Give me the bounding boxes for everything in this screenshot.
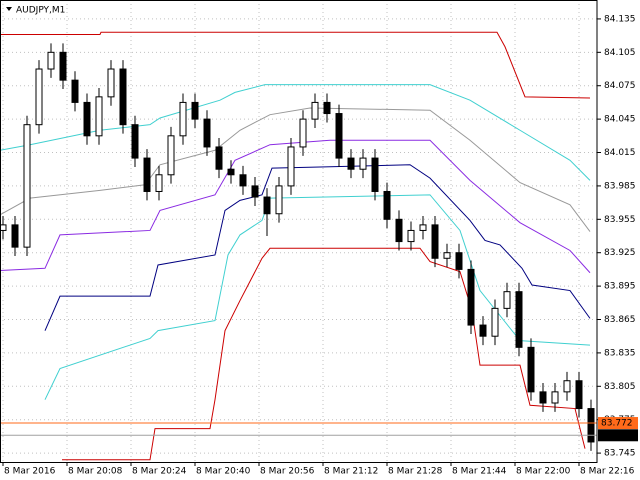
x-tick-label: 8 Mar 2016 [4, 467, 56, 477]
candle-body [107, 68, 115, 98]
candle-body [131, 124, 139, 159]
candle-body [0, 224, 7, 231]
y-tick-label: 83.805 [604, 382, 636, 392]
title-marker [6, 7, 12, 11]
grid-layer [0, 0, 597, 462]
candle-body [119, 68, 127, 126]
candle-body [299, 118, 307, 148]
candle-body [539, 391, 547, 404]
candle-body [395, 218, 403, 243]
y-tick-label: 84.135 [604, 14, 636, 24]
chart-title: AUDJPY,M1 [16, 6, 65, 16]
candle-body [23, 124, 31, 248]
indicator-line [44, 194, 591, 400]
marks-layer [0, 31, 597, 461]
candle-body [203, 118, 211, 148]
price-label-box [598, 429, 638, 442]
x-tick-label: 8 Mar 21:12 [324, 467, 378, 477]
price-label: 83.772 [601, 419, 633, 429]
candle-body [407, 229, 415, 243]
candle-body [47, 51, 55, 70]
y-tick-label: 84.075 [604, 81, 636, 91]
candle-body [371, 157, 379, 192]
candle-body [95, 96, 103, 137]
candle-body [59, 51, 67, 81]
x-tick-label: 8 Mar 22:16 [580, 467, 635, 477]
candle-body [431, 224, 439, 259]
candle-body [323, 101, 331, 115]
candle-body [275, 185, 283, 215]
y-tick-label: 84.015 [604, 148, 636, 158]
y-tick-label: 83.955 [604, 215, 636, 225]
candle-body [155, 174, 163, 192]
candle-body [287, 146, 295, 187]
candle-body [263, 196, 271, 215]
y-tick-label: 84.045 [604, 115, 636, 125]
candle-body [383, 190, 391, 220]
candle-body [335, 113, 343, 159]
candle-body [71, 79, 79, 103]
candle-body [467, 268, 475, 326]
candle-body [587, 408, 595, 443]
candle-body [419, 224, 427, 231]
candle-body [359, 157, 367, 170]
y-tick-label: 84.105 [604, 48, 636, 58]
candle-body [83, 101, 91, 137]
x-tick-label: 8 Mar 21:28 [388, 467, 443, 477]
candle-body [527, 346, 535, 393]
candle-body [35, 68, 43, 126]
candle-body [515, 291, 523, 348]
candle-body [575, 380, 583, 410]
candle-body [491, 307, 499, 337]
x-tick-label: 8 Mar 20:56 [260, 467, 315, 477]
candle-body [239, 174, 247, 187]
candle-body [227, 168, 235, 176]
y-tick-label: 83.925 [604, 248, 636, 258]
axis-layer: 84.135 84.105 84.075 84.045 84.015 83.985 83.9… [2, 14, 638, 477]
x-tick-label: 8 Mar 20:40 [196, 467, 251, 477]
y-tick-label: 83.745 [604, 449, 636, 459]
candle-body [311, 101, 319, 120]
candle-body [443, 252, 451, 259]
x-tick-label: 8 Mar 21:44 [452, 467, 507, 477]
indicator-line [44, 164, 591, 331]
candle-body [251, 185, 259, 198]
candle-body [143, 157, 151, 192]
candle-body [191, 101, 199, 120]
candle-body [215, 146, 223, 170]
candle-body [503, 291, 511, 309]
candle-body [347, 157, 355, 170]
candle-body [11, 224, 19, 248]
plot-frame [0, 0, 598, 463]
candle-body [551, 391, 559, 404]
candle-body [455, 252, 463, 270]
candle-body [563, 380, 571, 393]
indicator-line [62, 247, 586, 461]
candle-body [479, 324, 487, 337]
y-tick-label: 83.895 [604, 282, 636, 292]
candle-body [179, 101, 187, 137]
indicator-line [0, 107, 591, 232]
y-tick-label: 83.865 [604, 315, 636, 325]
y-tick-label: 83.985 [604, 181, 636, 191]
price-label: 83.761 [601, 431, 633, 441]
x-tick-label: 8 Mar 22:00 [516, 467, 571, 477]
indicator-line [0, 31, 591, 99]
x-tick-label: 8 Mar 20:24 [132, 467, 187, 477]
price-label-box [598, 417, 638, 430]
candle-body [167, 135, 175, 176]
y-tick-label: 83.835 [604, 348, 636, 358]
indicator-line [0, 139, 591, 274]
x-tick-label: 8 Mar 20:08 [68, 467, 123, 477]
